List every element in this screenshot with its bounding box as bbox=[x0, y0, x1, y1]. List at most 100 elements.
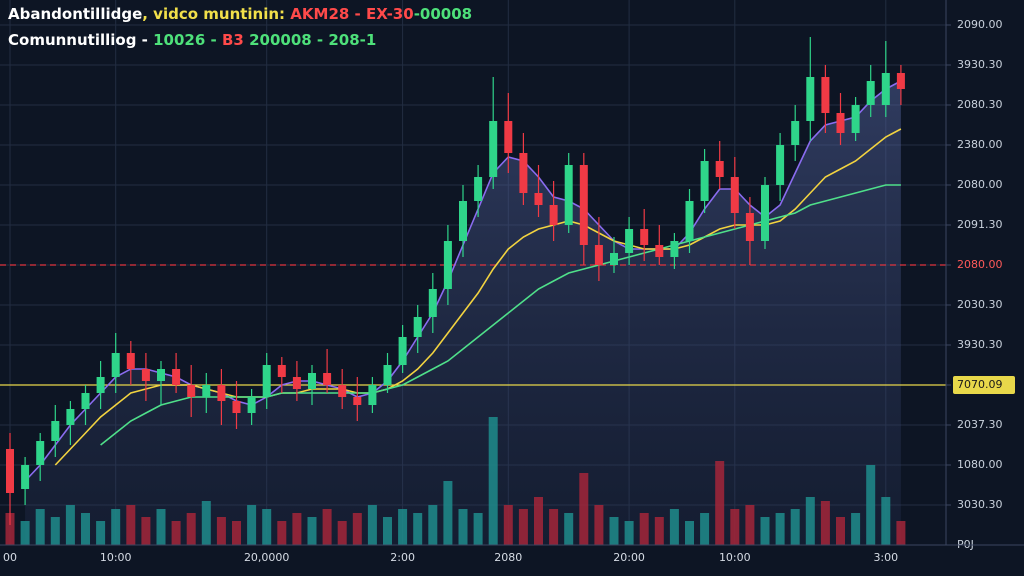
volume-bar bbox=[156, 509, 166, 545]
volume-bar bbox=[609, 517, 619, 545]
x-tick-label: 2:00 bbox=[390, 551, 415, 564]
price-tag bbox=[953, 376, 1015, 394]
y-tick-label: 2080.30 bbox=[957, 98, 1003, 111]
candle-body bbox=[791, 121, 800, 145]
volume-bar bbox=[307, 517, 317, 545]
candle-body bbox=[881, 73, 890, 105]
candle-body bbox=[519, 153, 528, 193]
candle-body bbox=[232, 401, 241, 413]
candle-body bbox=[806, 77, 815, 121]
candle-body bbox=[821, 77, 830, 113]
volume-bar bbox=[715, 461, 725, 545]
candle-body bbox=[21, 465, 30, 489]
volume-bar bbox=[579, 473, 589, 545]
volume-bar bbox=[50, 517, 60, 545]
title-segment: 10026 - bbox=[148, 31, 217, 49]
candle-body bbox=[685, 201, 694, 241]
volume-bar bbox=[171, 521, 181, 545]
title-segment: , vidco muntinin: bbox=[142, 5, 285, 23]
volume-bar bbox=[35, 509, 45, 545]
volume-bar bbox=[760, 517, 770, 545]
volume-bar bbox=[413, 513, 423, 545]
y-tick-label: 2080.00 bbox=[957, 178, 1003, 191]
candle-body bbox=[655, 245, 664, 257]
x-tick-label: 2080 bbox=[494, 551, 522, 564]
candle-layer bbox=[6, 37, 905, 525]
candle-body bbox=[413, 317, 422, 337]
volume-bar bbox=[594, 505, 604, 545]
volume-bar bbox=[5, 513, 15, 545]
volume-bar bbox=[745, 505, 755, 545]
volume-bar bbox=[549, 509, 559, 545]
candle-body bbox=[474, 177, 483, 201]
chart-title: Abandontillidge, vidco muntinin: AKM28 -… bbox=[8, 5, 472, 23]
candle-body bbox=[247, 397, 256, 413]
candle-body bbox=[262, 365, 271, 397]
volume-bar bbox=[639, 513, 649, 545]
candle-body bbox=[81, 393, 90, 409]
volume-bar bbox=[322, 509, 332, 545]
volume-bar bbox=[292, 513, 302, 545]
candle-body bbox=[459, 201, 467, 241]
candle-body bbox=[579, 165, 588, 245]
candle-body bbox=[202, 385, 211, 397]
candle-body bbox=[549, 205, 558, 225]
candle-body bbox=[700, 161, 709, 201]
candle-body bbox=[353, 397, 362, 405]
candle-body bbox=[428, 289, 437, 317]
volume-bar bbox=[488, 417, 498, 545]
title-segment: Abandontillidge bbox=[8, 5, 142, 23]
x-tick-label: 3:00 bbox=[873, 551, 898, 564]
y-tick-label: 3930.30 bbox=[957, 58, 1003, 71]
candle-body bbox=[776, 145, 785, 185]
candle-body bbox=[383, 365, 392, 385]
volume-bar bbox=[820, 501, 830, 545]
x-tick-label: 20,0000 bbox=[244, 551, 290, 564]
title-segment: B3 bbox=[217, 31, 244, 49]
volume-bar bbox=[866, 465, 876, 545]
candle-body bbox=[594, 245, 603, 265]
volume-bar bbox=[337, 521, 347, 545]
volume-bar bbox=[654, 517, 664, 545]
candle-body bbox=[141, 369, 150, 381]
candle-body bbox=[157, 369, 165, 381]
candle-body bbox=[745, 213, 754, 241]
volume-bar bbox=[458, 509, 468, 545]
volume-bar bbox=[473, 513, 483, 545]
volume-bar bbox=[81, 513, 90, 545]
y-tick-label: 3030.30 bbox=[957, 498, 1003, 511]
volume-bar bbox=[186, 513, 196, 545]
volume-bar bbox=[805, 497, 815, 545]
candle-body bbox=[111, 353, 120, 377]
y-tick-label: 2030.30 bbox=[957, 298, 1003, 311]
volume-bar bbox=[730, 509, 740, 545]
volume-bar bbox=[564, 513, 574, 545]
y-tick-label: 2080.00 bbox=[957, 258, 1003, 271]
candle-body bbox=[866, 81, 875, 105]
title-segment: -00008 bbox=[414, 5, 472, 23]
candle-body bbox=[217, 385, 226, 401]
x-tick-label: 20:00 bbox=[613, 551, 645, 564]
axis-layer: 2090.00 3930.30 2080.30 2380.00 2080.00 2091.… bbox=[3, 18, 1015, 564]
candle-body bbox=[489, 121, 498, 177]
candle-body bbox=[564, 165, 573, 225]
candle-body bbox=[504, 121, 513, 153]
volume-bar bbox=[65, 505, 75, 545]
volume-bar bbox=[836, 517, 845, 545]
x-tick-label: 10:00 bbox=[100, 551, 132, 564]
candle-body bbox=[640, 229, 649, 245]
candle-body bbox=[625, 229, 634, 253]
volume-bar bbox=[669, 509, 679, 545]
volume-bar bbox=[383, 517, 392, 545]
volume-bar bbox=[141, 517, 151, 545]
candle-body bbox=[338, 385, 347, 397]
volume-bar bbox=[428, 505, 438, 545]
volume-bar bbox=[367, 505, 377, 545]
candle-body bbox=[172, 369, 181, 385]
volume-bar bbox=[352, 513, 362, 545]
volume-bar bbox=[111, 509, 121, 545]
volume-bar bbox=[201, 501, 211, 545]
volume-layer bbox=[5, 417, 906, 545]
